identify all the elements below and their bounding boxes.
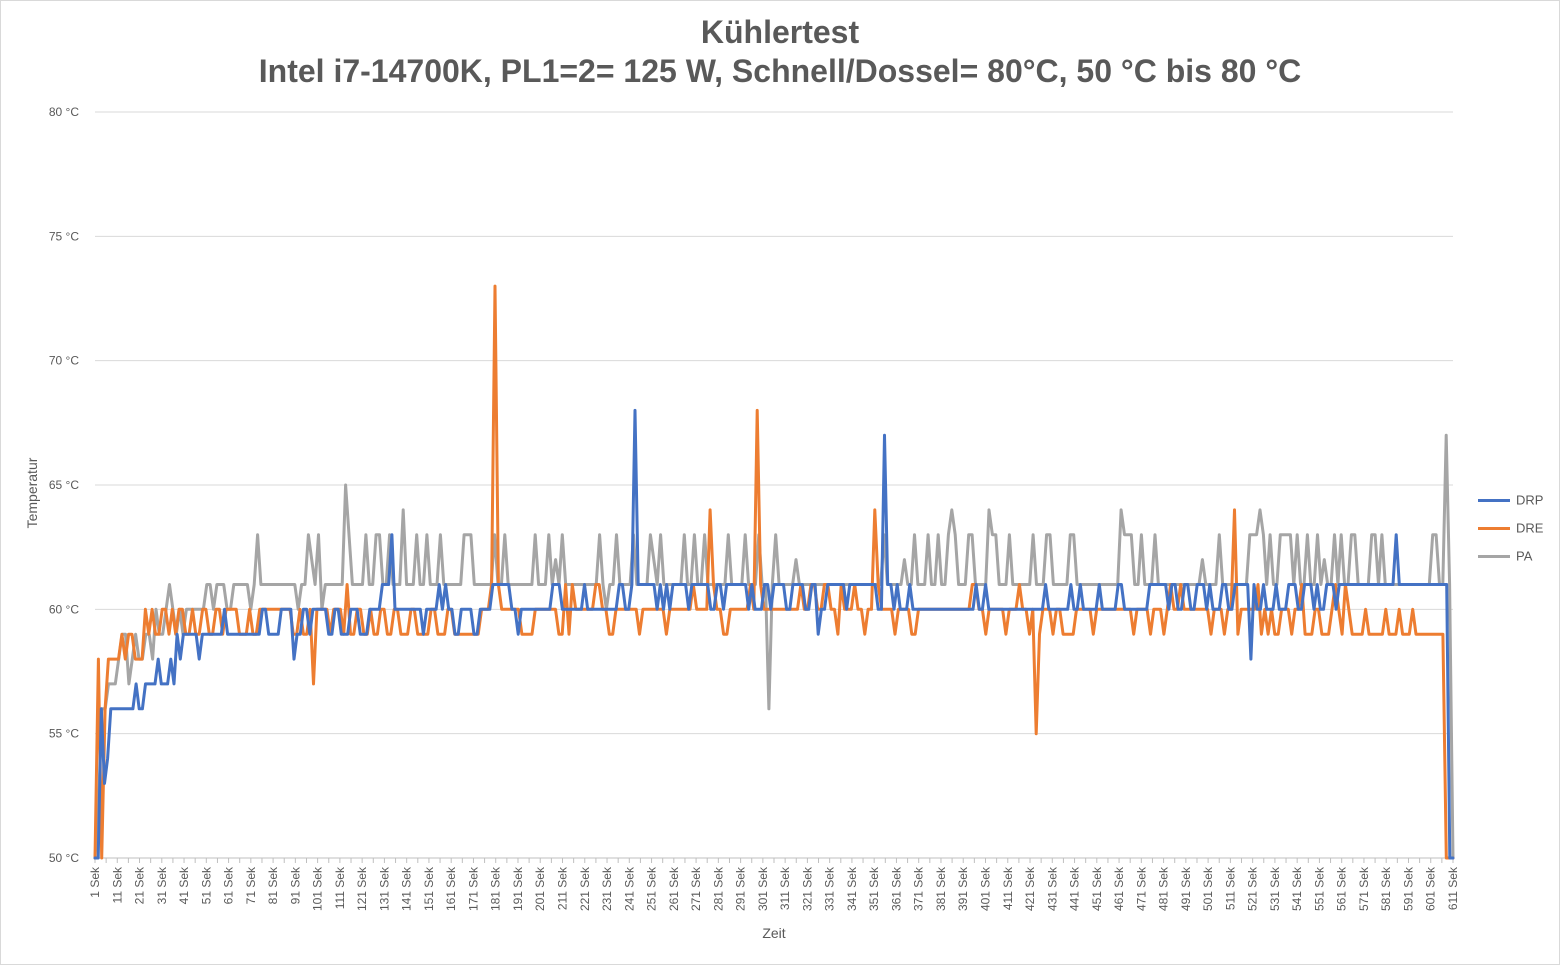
x-tick-label: 611 Sek bbox=[1446, 866, 1460, 910]
x-tick-label: 411 Sek bbox=[1001, 866, 1015, 910]
x-tick-label: 141 Sek bbox=[400, 866, 414, 911]
x-tick-label: 591 Sek bbox=[1401, 866, 1415, 911]
x-tick-label: 361 Sek bbox=[889, 866, 903, 911]
x-tick-label: 391 Sek bbox=[956, 866, 970, 911]
legend: DRP DRE PA bbox=[1478, 492, 1543, 576]
x-tick-label: 271 Sek bbox=[689, 866, 703, 911]
x-tick-label: 261 Sek bbox=[667, 866, 681, 911]
y-tick-label: 50 °C bbox=[49, 851, 79, 865]
x-tick-label: 111 Sek bbox=[333, 866, 347, 909]
legend-label-drp: DRP bbox=[1516, 492, 1544, 508]
x-axis-label: Zeit bbox=[762, 925, 786, 941]
y-tick-label: 70 °C bbox=[49, 354, 79, 368]
y-tick-label: 80 °C bbox=[49, 105, 79, 119]
legend-item-dre: DRE bbox=[1478, 520, 1543, 548]
x-tick-label: 131 Sek bbox=[377, 866, 391, 911]
x-tick-label: 481 Sek bbox=[1157, 866, 1171, 911]
x-tick-label: 171 Sek bbox=[466, 866, 480, 911]
x-tick-label: 281 Sek bbox=[711, 866, 725, 911]
x-tick-label: 151 Sek bbox=[422, 866, 436, 911]
x-tick-label: 551 Sek bbox=[1312, 866, 1326, 911]
x-tick-label: 561 Sek bbox=[1335, 866, 1349, 911]
legend-item-drp: DRP bbox=[1478, 492, 1543, 520]
x-tick-label: 231 Sek bbox=[600, 866, 614, 911]
x-tick-label: 301 Sek bbox=[756, 866, 770, 911]
legend-swatch-pa bbox=[1478, 555, 1510, 559]
x-tick-label: 341 Sek bbox=[845, 866, 859, 911]
chart-subtitle: Intel i7-14700K, PL1=2= 125 W, Schnell/D… bbox=[258, 53, 1302, 89]
x-tick-label: 501 Sek bbox=[1201, 866, 1215, 911]
y-tick-label: 75 °C bbox=[49, 229, 79, 243]
x-tick-label: 351 Sek bbox=[867, 866, 881, 911]
x-tick-label: 491 Sek bbox=[1179, 866, 1193, 911]
x-tick-label: 161 Sek bbox=[444, 866, 458, 911]
legend-label-pa: PA bbox=[1516, 548, 1533, 564]
x-tick-label: 541 Sek bbox=[1290, 866, 1304, 911]
x-tick-label: 331 Sek bbox=[823, 866, 837, 911]
x-tick-label: 371 Sek bbox=[912, 866, 926, 911]
x-tick-label: 71 Sek bbox=[244, 866, 258, 904]
x-tick-label: 441 Sek bbox=[1068, 866, 1082, 911]
x-tick-label: 381 Sek bbox=[934, 866, 948, 911]
x-tick-label: 581 Sek bbox=[1379, 866, 1393, 911]
x-tick-label: 321 Sek bbox=[800, 866, 814, 911]
legend-swatch-dre bbox=[1478, 527, 1510, 531]
x-tick-label: 311 Sek bbox=[778, 866, 792, 910]
x-tick-label: 431 Sek bbox=[1045, 866, 1059, 911]
y-tick-label: 60 °C bbox=[49, 602, 79, 616]
x-tick-label: 521 Sek bbox=[1246, 866, 1260, 911]
y-tick-label: 55 °C bbox=[49, 727, 79, 741]
x-tick-label: 101 Sek bbox=[311, 866, 325, 911]
x-tick-label: 41 Sek bbox=[177, 866, 191, 904]
x-tick-label: 291 Sek bbox=[734, 866, 748, 911]
x-tick-label: 451 Sek bbox=[1090, 866, 1104, 911]
legend-label-dre: DRE bbox=[1516, 520, 1544, 536]
x-tick-label: 181 Sek bbox=[489, 866, 503, 911]
chart-title: Kühlertest bbox=[700, 14, 860, 50]
y-tick-label: 65 °C bbox=[49, 478, 79, 492]
x-tick-label: 571 Sek bbox=[1357, 866, 1371, 911]
x-tick-label: 1 Sek bbox=[88, 866, 102, 898]
x-tick-label: 251 Sek bbox=[645, 866, 659, 911]
x-tick-label: 91 Sek bbox=[288, 866, 302, 904]
x-tick-label: 121 Sek bbox=[355, 866, 369, 911]
x-tick-label: 21 Sek bbox=[133, 866, 147, 904]
x-tick-label: 511 Sek bbox=[1223, 866, 1237, 910]
x-tick-label: 221 Sek bbox=[578, 866, 592, 911]
x-tick-label: 401 Sek bbox=[978, 866, 992, 911]
x-tick-label: 211 Sek bbox=[556, 866, 570, 910]
x-tick-label: 11 Sek bbox=[110, 866, 124, 903]
x-tick-label: 601 Sek bbox=[1424, 866, 1438, 911]
legend-swatch-drp bbox=[1478, 499, 1510, 503]
legend-item-pa: PA bbox=[1478, 548, 1543, 576]
x-tick-label: 421 Sek bbox=[1023, 866, 1037, 911]
x-tick-label: 531 Sek bbox=[1268, 866, 1282, 911]
x-tick-label: 241 Sek bbox=[622, 866, 636, 911]
x-tick-label: 61 Sek bbox=[222, 866, 236, 904]
x-tick-label: 31 Sek bbox=[155, 866, 169, 904]
series-line-drp bbox=[93, 408, 1455, 860]
x-tick-label: 461 Sek bbox=[1112, 866, 1126, 911]
x-tick-label: 81 Sek bbox=[266, 866, 280, 904]
x-tick-label: 51 Sek bbox=[199, 866, 213, 904]
x-tick-label: 201 Sek bbox=[533, 866, 547, 911]
x-tick-label: 471 Sek bbox=[1134, 866, 1148, 911]
x-tick-label: 191 Sek bbox=[511, 866, 525, 911]
